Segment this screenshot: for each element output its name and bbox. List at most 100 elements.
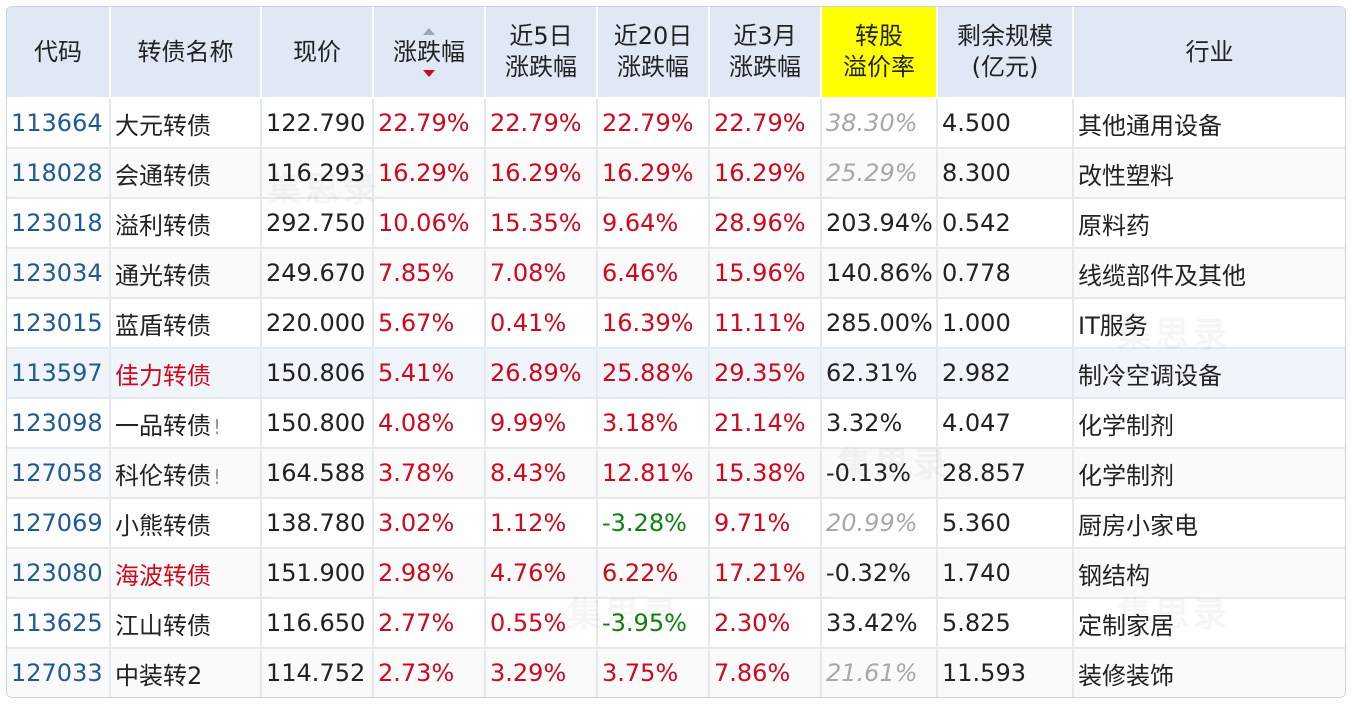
premium-cell: -0.32%	[821, 548, 938, 599]
header-industry[interactable]: 行业	[1073, 7, 1345, 99]
price-cell: 292.750	[261, 198, 374, 249]
premium-cell: 33.42%	[821, 598, 938, 649]
bond-code-link[interactable]: 127058	[7, 448, 111, 499]
bond-name-link[interactable]: 通光转债	[110, 248, 262, 299]
bond-name-link[interactable]: 江山转债	[110, 598, 262, 649]
bond-name-link[interactable]: 中装转2	[110, 648, 262, 697]
price-cell: 138.780	[261, 498, 374, 549]
premium-cell: 285.00%	[821, 298, 938, 349]
change-cell: 2.77%	[373, 598, 486, 649]
bond-name-link[interactable]: 海波转债	[110, 548, 262, 599]
bond-name-link[interactable]: 溢利转债	[110, 198, 262, 249]
change-5d-cell: 1.12%	[485, 498, 598, 549]
bond-name-link[interactable]: 蓝盾转债	[110, 298, 262, 349]
bond-code-link[interactable]: 123034	[7, 248, 111, 299]
bond-code-link[interactable]: 113664	[7, 98, 111, 149]
bond-name-link[interactable]: 大元转债	[110, 98, 262, 149]
change-5d-cell: 15.35%	[485, 198, 598, 249]
header-scale[interactable]: 剩余规模 (亿元)	[937, 7, 1074, 99]
scale-cell: 4.047	[937, 398, 1074, 449]
table-header-row: 代码 转债名称 现价 涨跌幅 近5日 涨跌幅 近20日 涨跌幅 近3月 涨跌幅 转股溢…	[7, 7, 1345, 99]
bond-name-link[interactable]: 一品转债!	[110, 398, 262, 449]
change-20d-cell: 22.79%	[597, 98, 710, 149]
change-5d-cell: 8.43%	[485, 448, 598, 499]
header-premium[interactable]: 转股 溢价率	[821, 7, 938, 99]
industry-cell: 其他通用设备	[1073, 98, 1345, 149]
bond-name-link[interactable]: 科伦转债!	[110, 448, 262, 499]
change-3m-cell: 11.11%	[709, 298, 822, 349]
premium-cell: -0.13%	[821, 448, 938, 499]
scale-cell: 0.542	[937, 198, 1074, 249]
table-row[interactable]: 127069 小熊转债 138.780 3.02% 1.12% -3.28% 9.71% 20…	[7, 498, 1345, 549]
change-5d-cell: 9.99%	[485, 398, 598, 449]
header-change-20d[interactable]: 近20日 涨跌幅	[597, 7, 710, 99]
scale-cell: 5.360	[937, 498, 1074, 549]
table-row[interactable]: 123015 蓝盾转债 220.000 5.67% 0.41% 16.39% 11.11% 2…	[7, 298, 1345, 349]
bond-code-link[interactable]: 123015	[7, 298, 111, 349]
premium-cell: 3.32%	[821, 398, 938, 449]
header-change-3m[interactable]: 近3月 涨跌幅	[709, 7, 822, 99]
change-20d-cell: 12.81%	[597, 448, 710, 499]
industry-cell: 钢结构	[1073, 548, 1345, 599]
change-3m-cell: 21.14%	[709, 398, 822, 449]
change-20d-cell: 16.39%	[597, 298, 710, 349]
table-row[interactable]: 113664 大元转债 122.790 22.79% 22.79% 22.79% 22.79…	[7, 98, 1345, 149]
bond-code-link[interactable]: 123018	[7, 198, 111, 249]
table-row[interactable]: 113625 江山转债 116.650 2.77% 0.55% -3.95% 2.30% 33…	[7, 598, 1345, 649]
price-cell: 249.670	[261, 248, 374, 299]
table-row[interactable]: 123034 通光转债 249.670 7.85% 7.08% 6.46% 15.96% 14…	[7, 248, 1345, 299]
industry-cell: 线缆部件及其他	[1073, 248, 1345, 299]
industry-cell: 装修装饰	[1073, 648, 1345, 697]
change-20d-cell: 25.88%	[597, 348, 710, 399]
sort-desc-icon	[423, 69, 435, 77]
change-20d-cell: -3.28%	[597, 498, 710, 549]
change-20d-cell: 6.46%	[597, 248, 710, 299]
change-3m-cell: 28.96%	[709, 198, 822, 249]
table-row[interactable]: 118028 会通转债 116.293 16.29% 16.29% 16.29% 16.29…	[7, 148, 1345, 199]
scale-cell: 11.593	[937, 648, 1074, 697]
change-5d-cell: 26.89%	[485, 348, 598, 399]
change-cell: 2.98%	[373, 548, 486, 599]
header-name[interactable]: 转债名称	[110, 7, 262, 99]
bond-code-link[interactable]: 123080	[7, 548, 111, 599]
change-cell: 5.67%	[373, 298, 486, 349]
warning-icon[interactable]: !	[213, 464, 222, 489]
bond-code-link[interactable]: 113597	[7, 348, 111, 399]
table-row[interactable]: 123080 海波转债 151.900 2.98% 4.76% 6.22% 17.21% -0…	[7, 548, 1345, 599]
header-code[interactable]: 代码	[7, 7, 111, 99]
premium-cell: 140.86%	[821, 248, 938, 299]
change-3m-cell: 29.35%	[709, 348, 822, 399]
change-20d-cell: 3.75%	[597, 648, 710, 697]
table-row[interactable]: 123098 一品转债! 150.800 4.08% 9.99% 3.18% 21.14% 3…	[7, 398, 1345, 449]
change-cell: 3.78%	[373, 448, 486, 499]
bond-code-link[interactable]: 118028	[7, 148, 111, 199]
change-5d-cell: 0.55%	[485, 598, 598, 649]
bond-code-link[interactable]: 113625	[7, 598, 111, 649]
bond-name-link[interactable]: 会通转债	[110, 148, 262, 199]
table-row[interactable]: 127033 中装转2 114.752 2.73% 3.29% 3.75% 7.86% 21.…	[7, 648, 1345, 697]
price-cell: 151.900	[261, 548, 374, 599]
bond-code-link[interactable]: 127069	[7, 498, 111, 549]
warning-icon[interactable]: !	[213, 414, 222, 439]
table-row[interactable]: 123018 溢利转债 292.750 10.06% 15.35% 9.64% 28.96%…	[7, 198, 1345, 249]
price-cell: 150.800	[261, 398, 374, 449]
premium-cell: 38.30%	[821, 98, 938, 149]
change-cell: 2.73%	[373, 648, 486, 697]
bond-name-link[interactable]: 小熊转债	[110, 498, 262, 549]
bond-code-link[interactable]: 127033	[7, 648, 111, 697]
change-3m-cell: 2.30%	[709, 598, 822, 649]
header-change-5d[interactable]: 近5日 涨跌幅	[485, 7, 598, 99]
industry-cell: 改性塑料	[1073, 148, 1345, 199]
premium-cell: 20.99%	[821, 498, 938, 549]
sort-asc-icon	[423, 27, 435, 35]
industry-cell: 制冷空调设备	[1073, 348, 1345, 399]
table-row[interactable]: 127058 科伦转债! 164.588 3.78% 8.43% 12.81% 15.38%…	[7, 448, 1345, 499]
change-cell: 5.41%	[373, 348, 486, 399]
header-change[interactable]: 涨跌幅	[373, 7, 486, 99]
header-price[interactable]: 现价	[261, 7, 374, 99]
industry-cell: 化学制剂	[1073, 398, 1345, 449]
bond-code-link[interactable]: 123098	[7, 398, 111, 449]
table-row[interactable]: 113597 佳力转债 150.806 5.41% 26.89% 25.88% 29.35%…	[7, 348, 1345, 399]
bond-name-link[interactable]: 佳力转债	[110, 348, 262, 399]
scale-cell: 1.000	[937, 298, 1074, 349]
